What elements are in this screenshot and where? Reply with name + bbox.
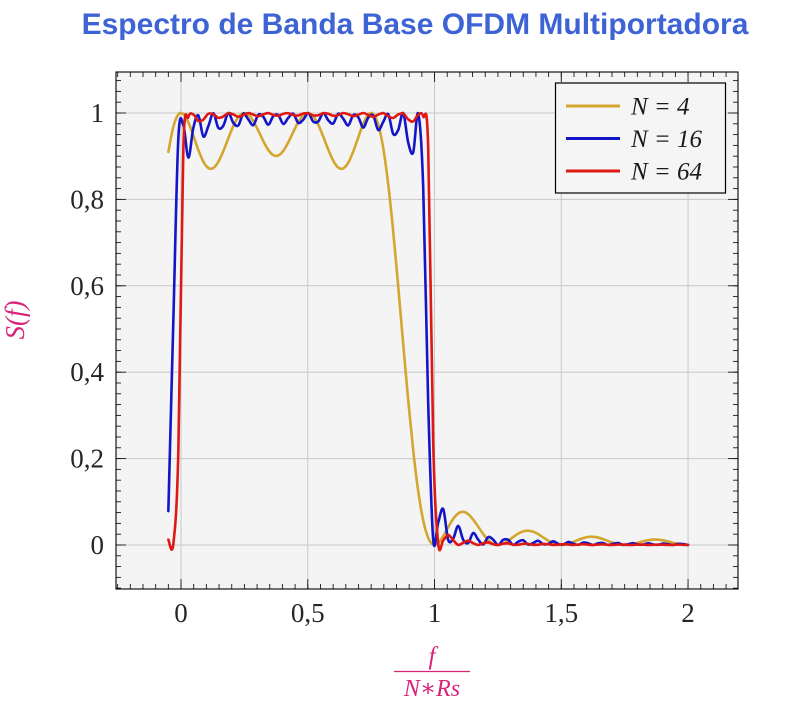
y-tick-label: 0,8 xyxy=(70,184,104,214)
legend-label-n16: N = 16 xyxy=(630,126,703,153)
legend-label-n4: N = 4 xyxy=(630,94,690,121)
legend-label-n64: N = 64 xyxy=(630,159,702,186)
spectrum-curves xyxy=(167,111,690,552)
y-axis-label: S(f) xyxy=(0,300,30,339)
x-tick-label: 2 xyxy=(681,598,695,628)
plot-frame xyxy=(115,71,739,590)
x-tick-label: 1 xyxy=(428,598,442,628)
chart-title: Espectro de Banda Base OFDM Multiportado… xyxy=(81,8,749,41)
legend: N = 4 N = 16 N = 64 xyxy=(554,82,727,194)
x-tick-label: 0,5 xyxy=(291,598,325,628)
x-tick-label: 0 xyxy=(174,598,188,628)
y-tick-label: 1 xyxy=(91,98,105,128)
x-axis-label-denominator: N∗Rs xyxy=(403,676,460,702)
tick-labels: 0 0,5 1 1,5 2 0 0,2 0,4 0,6 0,8 1 xyxy=(70,98,695,628)
y-tick-label: 0,2 xyxy=(70,444,104,474)
y-tick-label: 0,6 xyxy=(70,271,104,301)
y-tick-label: 0 xyxy=(91,530,105,560)
axis-ticks xyxy=(116,72,738,589)
x-axis-label: f N∗Rs xyxy=(394,643,470,702)
x-axis-label-numerator: f xyxy=(429,643,439,670)
x-tick-label: 1,5 xyxy=(544,598,578,628)
y-tick-label: 0,4 xyxy=(70,357,104,387)
spectrum-curve-16 xyxy=(167,111,690,548)
spectrum-curve-64 xyxy=(167,111,690,552)
